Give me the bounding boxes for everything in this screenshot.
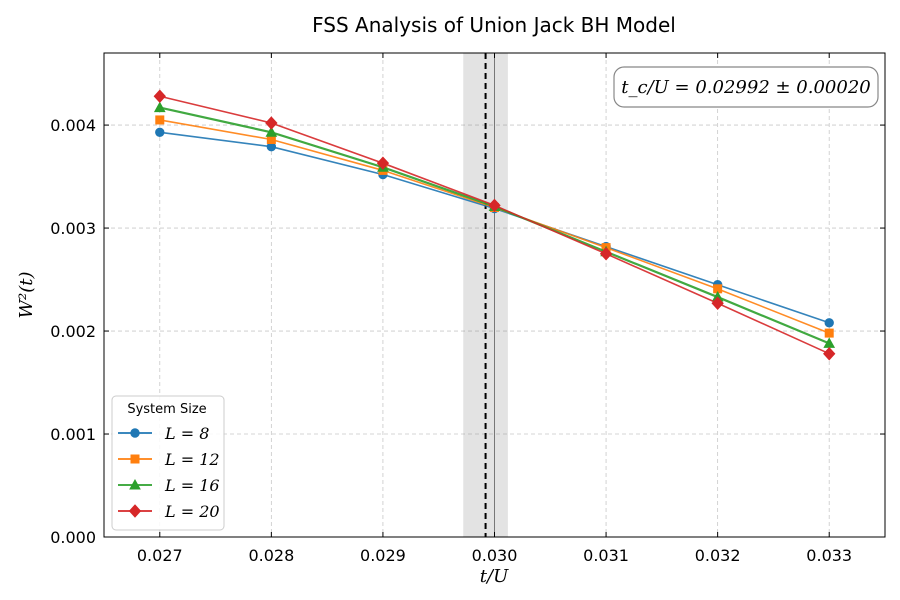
legend-item: L = 12 — [118, 450, 220, 469]
legend-marker — [128, 504, 142, 518]
legend-item: L = 20 — [118, 502, 220, 521]
data-point — [265, 126, 278, 137]
tc-annotation-box — [613, 66, 879, 108]
data-point — [155, 127, 165, 137]
legend-marker — [129, 478, 141, 490]
y-tick-label: 0.002 — [50, 322, 96, 341]
critical-band — [463, 53, 508, 537]
legend-marker — [130, 428, 140, 438]
x-tick-label: 0.033 — [806, 546, 852, 565]
legend-items: L = 8 L = 12 L = 16 L = 20 — [118, 424, 220, 521]
y-tick-label: 0.001 — [50, 425, 96, 444]
x-tick-label: 0.027 — [137, 546, 183, 565]
legend-item: L = 16 — [118, 476, 220, 495]
legend: System Size L = 8 L = 12 L = 16 L = 20 — [111, 395, 225, 531]
data-point — [599, 247, 613, 261]
data-point — [155, 115, 165, 125]
series-l20 — [153, 89, 836, 361]
x-tick-label: 0.032 — [695, 546, 741, 565]
data-point — [488, 198, 501, 213]
legend-label: L = 16 — [164, 476, 220, 495]
axis-ticks: 0.027 0.028 0.029 0.030 0.031 0.032 0.033 0.000… — [50, 53, 885, 565]
y-tick-label: 0.004 — [50, 116, 96, 135]
x-tick-label: 0.028 — [248, 546, 294, 565]
y-axis-label: W²(t) — [16, 272, 37, 319]
legend-label: L = 12 — [164, 450, 220, 469]
series-group — [153, 89, 836, 361]
chart-title: FSS Analysis of Union Jack BH Model — [312, 13, 676, 37]
x-axis-label: t/U — [480, 566, 509, 587]
legend-marker — [130, 454, 140, 464]
data-point — [711, 296, 724, 310]
data-point — [824, 328, 834, 338]
legend-title: System Size — [127, 402, 206, 417]
y-tick-label: 0.000 — [50, 528, 96, 547]
data-point — [265, 116, 278, 130]
legend-label: L = 20 — [164, 502, 220, 521]
legend-item: L = 8 — [118, 424, 209, 443]
tc-annotation-text: t_c/U = 0.02992 ± 0.00020 — [621, 77, 870, 98]
data-point — [153, 101, 166, 113]
y-tick-label: 0.003 — [50, 219, 96, 238]
data-point — [824, 318, 834, 328]
tc-annotation: t_c/U = 0.02992 ± 0.00020 — [613, 66, 879, 108]
x-tick-label: 0.029 — [360, 546, 406, 565]
legend-box — [111, 395, 225, 531]
data-point — [823, 346, 836, 361]
x-tick-label: 0.030 — [472, 546, 518, 565]
x-tick-label: 0.031 — [583, 546, 629, 565]
data-point — [376, 156, 390, 170]
legend-label: L = 8 — [164, 424, 209, 443]
data-point — [153, 89, 166, 103]
